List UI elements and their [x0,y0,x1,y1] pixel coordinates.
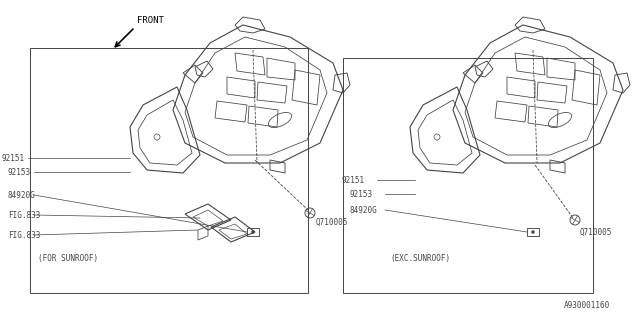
Text: 92151: 92151 [341,175,364,185]
Text: 92151: 92151 [2,154,25,163]
Text: (EXC.SUNROOF): (EXC.SUNROOF) [390,253,450,262]
Bar [30,48,308,293]
Bar [343,58,593,293]
Circle shape [531,230,534,234]
Text: FRONT: FRONT [137,16,164,25]
Text: 92153: 92153 [8,167,31,177]
Text: 84920G: 84920G [8,190,36,199]
Text: A930001160: A930001160 [564,301,610,310]
Text: FIG.833: FIG.833 [8,211,40,220]
Text: 84920G: 84920G [349,205,377,214]
Text: 92153: 92153 [349,189,372,198]
Text: Q710005: Q710005 [580,228,612,236]
Text: FIG.833: FIG.833 [8,230,40,239]
Circle shape [252,230,255,234]
Text: (FOR SUNROOF): (FOR SUNROOF) [38,253,98,262]
Text: Q710005: Q710005 [316,218,348,227]
